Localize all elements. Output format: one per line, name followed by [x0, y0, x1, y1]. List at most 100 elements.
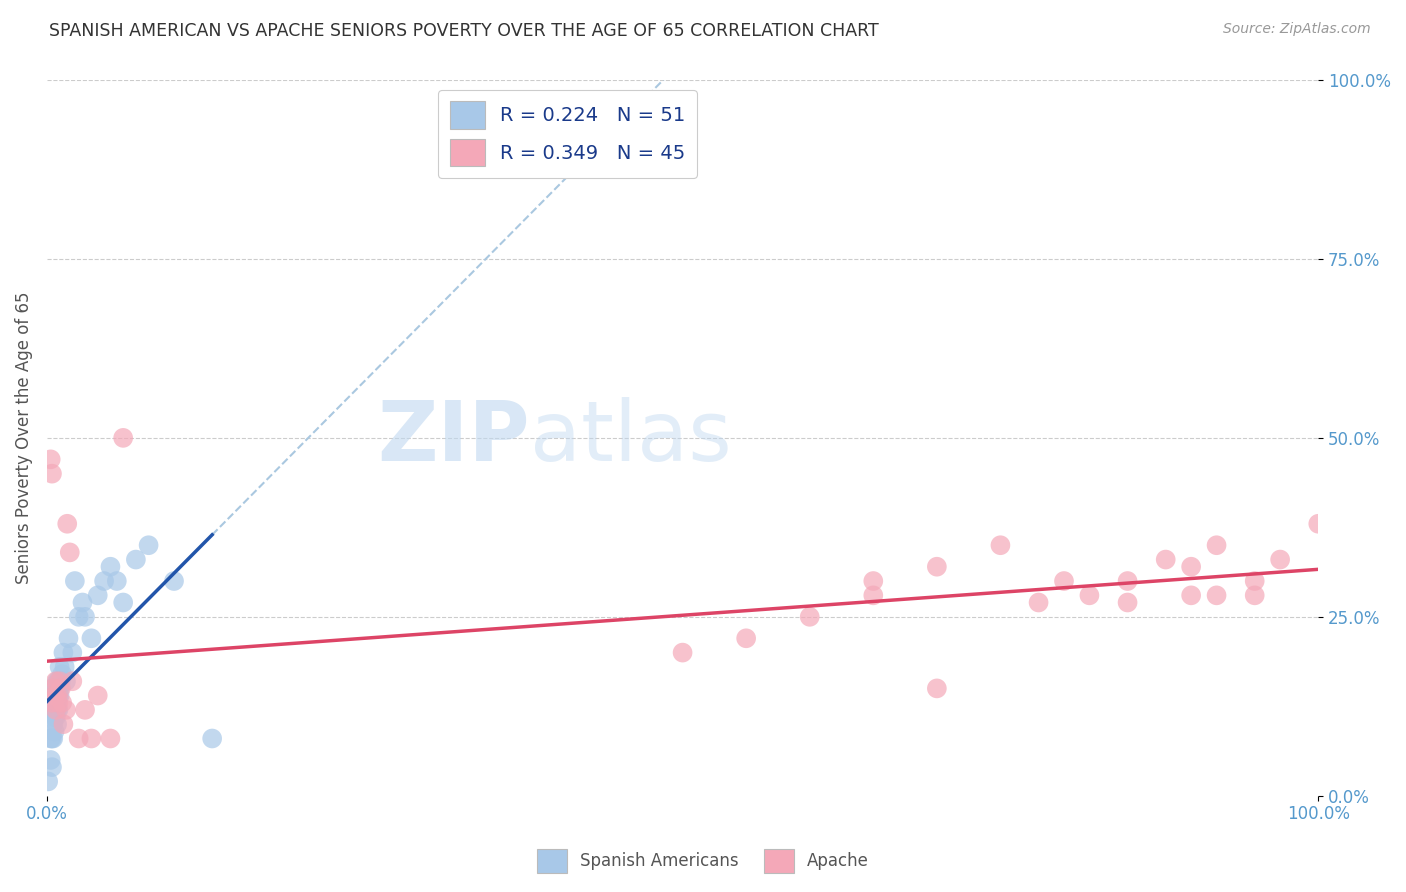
Point — [1308, 516, 1330, 531]
Point — [46, 689, 69, 703]
Point — [51, 696, 73, 710]
Point — [52, 717, 75, 731]
Point — [60, 646, 83, 660]
Point — [48, 689, 70, 703]
Point — [1154, 552, 1177, 566]
Point — [990, 538, 1012, 552]
Point — [42, 689, 65, 703]
Point — [799, 609, 821, 624]
Legend: Spanish Americans, Apache: Spanish Americans, Apache — [530, 842, 876, 880]
Point — [39, 753, 62, 767]
Point — [1205, 538, 1227, 552]
Point — [80, 731, 103, 746]
Point — [80, 632, 103, 646]
Point — [1028, 595, 1050, 609]
Point — [45, 696, 67, 710]
Point — [56, 516, 79, 531]
Point — [60, 674, 83, 689]
Y-axis label: Seniors Poverty Over the Age of 65: Seniors Poverty Over the Age of 65 — [15, 292, 32, 584]
Point — [67, 731, 90, 746]
Point — [67, 609, 90, 624]
Point — [46, 703, 69, 717]
Point — [93, 574, 115, 588]
Point — [105, 574, 128, 588]
Point — [45, 689, 67, 703]
Point — [42, 681, 65, 696]
Point — [37, 774, 59, 789]
Point — [73, 703, 96, 717]
Point — [100, 559, 122, 574]
Point — [73, 609, 96, 624]
Point — [125, 552, 148, 566]
Point — [44, 689, 66, 703]
Point — [1053, 574, 1076, 588]
Point — [39, 731, 62, 746]
Point — [46, 689, 69, 703]
Point — [735, 632, 758, 646]
Point — [1205, 588, 1227, 602]
Point — [45, 703, 67, 717]
Point — [925, 559, 948, 574]
Text: ZIP: ZIP — [378, 397, 530, 478]
Point — [45, 674, 67, 689]
Point — [59, 545, 82, 559]
Point — [46, 696, 69, 710]
Point — [52, 646, 75, 660]
Legend: R = 0.224   N = 51, R = 0.349   N = 45: R = 0.224 N = 51, R = 0.349 N = 45 — [439, 90, 697, 178]
Point — [1078, 588, 1101, 602]
Point — [49, 674, 72, 689]
Point — [58, 632, 80, 646]
Point — [44, 689, 66, 703]
Point — [63, 574, 86, 588]
Point — [100, 731, 122, 746]
Point — [45, 703, 67, 717]
Point — [55, 674, 77, 689]
Point — [41, 760, 63, 774]
Point — [112, 431, 135, 445]
Point — [45, 681, 67, 696]
Point — [87, 689, 110, 703]
Point — [48, 674, 70, 689]
Point — [41, 467, 63, 481]
Point — [1243, 574, 1265, 588]
Point — [44, 710, 66, 724]
Point — [862, 588, 884, 602]
Point — [46, 703, 69, 717]
Point — [48, 660, 70, 674]
Point — [42, 731, 65, 746]
Text: Source: ZipAtlas.com: Source: ZipAtlas.com — [1223, 22, 1371, 37]
Point — [72, 595, 94, 609]
Point — [51, 667, 73, 681]
Point — [42, 703, 65, 717]
Point — [46, 696, 69, 710]
Point — [862, 574, 884, 588]
Point — [201, 731, 224, 746]
Point — [46, 674, 69, 689]
Point — [39, 452, 62, 467]
Text: SPANISH AMERICAN VS APACHE SENIORS POVERTY OVER THE AGE OF 65 CORRELATION CHART: SPANISH AMERICAN VS APACHE SENIORS POVER… — [49, 22, 879, 40]
Point — [55, 703, 77, 717]
Point — [163, 574, 186, 588]
Point — [1180, 559, 1202, 574]
Text: atlas: atlas — [530, 397, 731, 478]
Point — [44, 696, 66, 710]
Point — [41, 731, 63, 746]
Point — [671, 646, 693, 660]
Point — [49, 681, 72, 696]
Point — [38, 696, 60, 710]
Point — [1180, 588, 1202, 602]
Point — [1268, 552, 1291, 566]
Point — [44, 724, 66, 739]
Point — [46, 717, 69, 731]
Point — [112, 595, 135, 609]
Point — [41, 681, 63, 696]
Point — [41, 696, 63, 710]
Point — [46, 674, 69, 689]
Point — [138, 538, 160, 552]
Point — [48, 681, 70, 696]
Point — [1116, 595, 1139, 609]
Point — [1243, 588, 1265, 602]
Point — [45, 710, 67, 724]
Point — [87, 588, 110, 602]
Point — [1116, 574, 1139, 588]
